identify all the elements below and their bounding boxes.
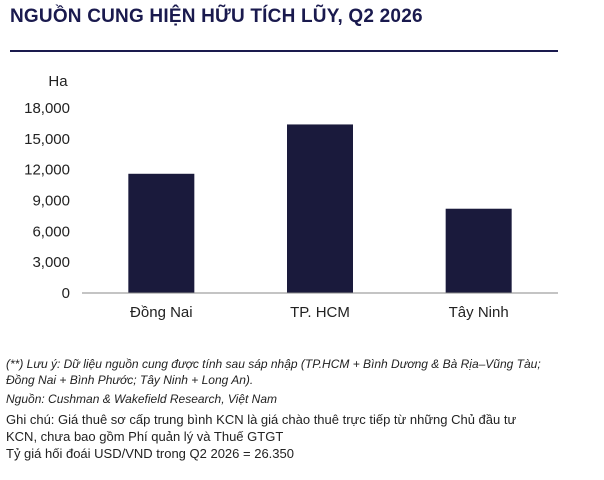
remark-line-3: Tỷ giá hối đoái USD/VND trong Q2 2026 = … bbox=[6, 446, 294, 461]
y-tick-label: 12,000 bbox=[24, 162, 70, 179]
y-tick-label: 6,000 bbox=[32, 223, 70, 240]
remark-line-2: KCN, chưa bao gồm Phí quản lý và Thuế GT… bbox=[6, 429, 284, 444]
y-tick-label: 9,000 bbox=[32, 193, 70, 210]
y-tick-label: 18,000 bbox=[24, 100, 70, 117]
bar bbox=[445, 208, 512, 293]
title-underline bbox=[10, 50, 558, 52]
x-axis-labels: Đồng Nai TP. HCM Tây Ninh bbox=[130, 304, 509, 321]
x-category-label: Đồng Nai bbox=[130, 304, 193, 321]
y-tick-label: 0 bbox=[62, 285, 70, 302]
y-axis-ticks: 0 3,000 6,000 9,000 12,000 15,000 18,000 bbox=[24, 100, 70, 302]
bar bbox=[128, 173, 195, 293]
supply-note-line-2: Đồng Nai + Bình Phước; Tây Ninh + Long A… bbox=[6, 373, 254, 387]
bars bbox=[128, 124, 512, 293]
source-note: Nguồn: Cushman & Wakefield Research, Việ… bbox=[6, 392, 278, 406]
bar bbox=[287, 124, 353, 293]
remark-line-1: Ghi chú: Giá thuê sơ cấp trung bình KCN … bbox=[6, 412, 517, 427]
y-tick-label: 15,000 bbox=[24, 131, 70, 148]
x-category-label: Tây Ninh bbox=[449, 304, 509, 321]
bar-chart: Ha 0 3,000 6,000 9,000 12,000 15,000 18,000 Đồ… bbox=[24, 73, 558, 321]
supply-note-line-1: (**) Lưu ý: Dữ liệu nguồn cung được tính… bbox=[6, 357, 541, 371]
x-category-label: TP. HCM bbox=[290, 304, 350, 321]
y-axis-unit-label: Ha bbox=[48, 73, 68, 90]
y-tick-label: 3,000 bbox=[32, 254, 70, 271]
chart-title: NGUỒN CUNG HIỆN HỮU TÍCH LŨY, Q2 2026 bbox=[10, 6, 423, 27]
